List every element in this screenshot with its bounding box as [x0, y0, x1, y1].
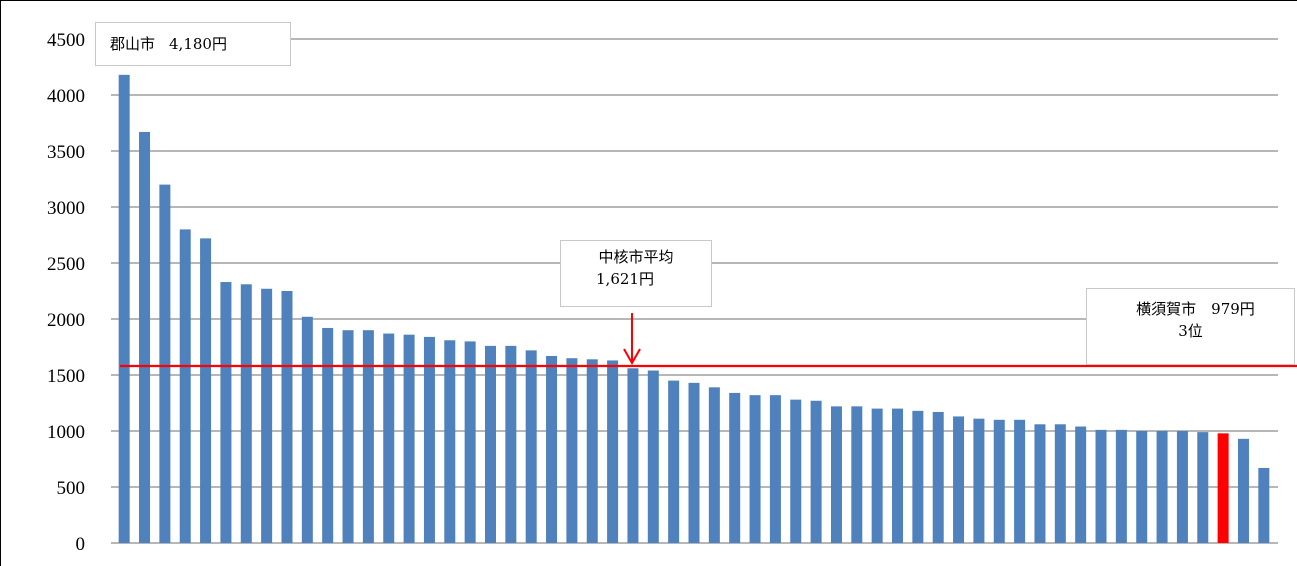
- bar: [1136, 431, 1148, 543]
- max-city: 郡山市: [110, 35, 156, 53]
- bar: [1095, 429, 1107, 543]
- bar: [708, 387, 720, 543]
- bar: [830, 406, 842, 543]
- bar: [647, 370, 659, 543]
- bar: [729, 392, 741, 543]
- max-value: 4,180円: [169, 35, 227, 53]
- target-callout: 横須賀市 979円 3位: [1086, 288, 1295, 365]
- arrow-head: [623, 348, 641, 366]
- bar: [342, 330, 354, 543]
- y-axis-ticks: 0 500 1000 1500 2000 2500 3000 3500 4000 4500: [47, 30, 85, 555]
- bar: [871, 408, 883, 543]
- y-tick-label: 3500: [47, 142, 85, 163]
- bar: [769, 395, 781, 543]
- y-tick-label: 500: [57, 478, 86, 499]
- bar: [627, 368, 639, 543]
- bar: [953, 416, 965, 543]
- bar: [159, 184, 171, 543]
- y-tick-label: 1500: [47, 366, 85, 387]
- bar: [892, 408, 904, 543]
- y-tick-label: 2500: [47, 254, 85, 275]
- bar: [1075, 426, 1087, 543]
- bar: [912, 410, 924, 543]
- y-tick-label: 1000: [47, 422, 85, 443]
- bar: [688, 382, 700, 543]
- bar: [1156, 431, 1168, 543]
- bar: [668, 380, 680, 543]
- bar: [322, 327, 334, 543]
- bar: [851, 406, 863, 543]
- bar: [139, 131, 151, 543]
- bar: [505, 345, 517, 543]
- bar: [973, 418, 985, 543]
- bar: [484, 345, 496, 543]
- bar: [790, 399, 802, 543]
- bar: [423, 336, 435, 543]
- bar: [1197, 432, 1209, 543]
- average-label: 中核市平均: [598, 248, 674, 266]
- bar: [1014, 419, 1026, 543]
- bar: [932, 411, 944, 543]
- bar: [1258, 467, 1270, 543]
- max-value-callout: 郡山市 4,180円: [95, 22, 291, 66]
- bar: [301, 316, 313, 543]
- bar: [444, 340, 456, 543]
- bar-highlight: [1217, 433, 1229, 543]
- bar: [525, 350, 537, 543]
- bar: [383, 333, 395, 543]
- bar: [118, 74, 130, 543]
- target-rank: 3位: [1178, 322, 1203, 340]
- target-label: 横須賀市 979円: [1136, 300, 1255, 318]
- average-callout: 中核市平均 1,621円: [560, 240, 712, 307]
- bar: [1176, 431, 1188, 543]
- bar: [1034, 424, 1046, 543]
- bar: [362, 330, 374, 543]
- bar: [1054, 424, 1066, 543]
- y-tick-label: 4500: [47, 30, 85, 51]
- bar: [1115, 429, 1127, 543]
- y-tick-label: 4000: [47, 86, 85, 107]
- bar: [240, 284, 252, 543]
- bar: [993, 419, 1005, 543]
- y-tick-label: 0: [76, 534, 86, 555]
- bar: [281, 291, 293, 543]
- average-arrow: [623, 313, 641, 366]
- y-tick-label: 2000: [47, 310, 85, 331]
- bar: [220, 282, 232, 543]
- bar: [179, 229, 191, 543]
- bar: [464, 341, 476, 543]
- bar: [261, 288, 273, 543]
- bars: [118, 74, 1270, 544]
- bar: [566, 358, 578, 543]
- bar: [586, 359, 598, 543]
- bar: [546, 355, 558, 543]
- bar: [810, 400, 822, 543]
- bar: [1237, 438, 1249, 543]
- average-value: 1,621円: [596, 270, 654, 288]
- bar: [200, 238, 212, 544]
- y-tick-label: 3000: [47, 198, 85, 219]
- bar: [607, 360, 619, 543]
- bar: [403, 334, 415, 543]
- bar: [749, 395, 761, 543]
